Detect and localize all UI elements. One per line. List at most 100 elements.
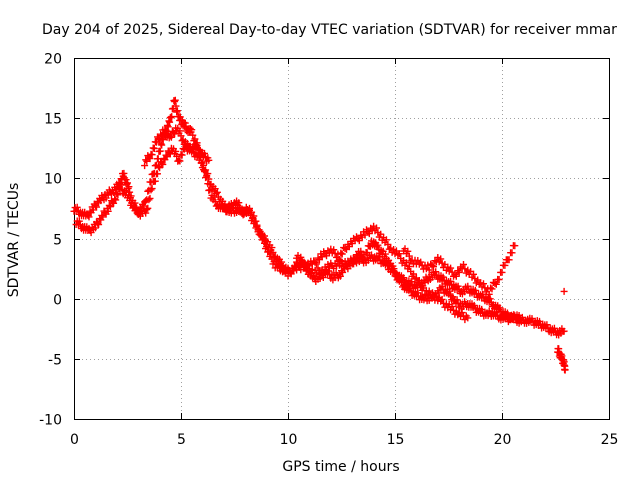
trace-a-point — [432, 268, 440, 276]
trace-a-point — [447, 277, 455, 285]
trace-b-point — [91, 224, 99, 232]
trace-e-point — [498, 268, 506, 276]
axis-ticks: 0 5 10 15 20 25 -10 -5 0 5 10 15 20 — [39, 52, 618, 449]
trace-b-point — [112, 196, 120, 204]
trace-e-point — [460, 261, 467, 268]
trace-a-point — [85, 213, 93, 221]
trace-b-point — [142, 209, 150, 217]
trace-b-point — [204, 170, 212, 178]
chart-title: Day 204 of 2025, Sidereal Day-to-day VTE… — [42, 22, 617, 38]
trace-d-point — [448, 302, 456, 310]
trace-b-point — [406, 285, 414, 293]
trace-c-point — [166, 132, 174, 140]
trace-c-point — [178, 137, 186, 145]
trace-b-point — [361, 255, 369, 263]
trace-b-point — [165, 149, 173, 156]
trace-b-point — [374, 241, 382, 249]
trace-e-point — [428, 261, 436, 269]
y-tick-label: 0 — [53, 293, 62, 309]
y-tick-label: -10 — [39, 413, 62, 429]
trace-b-point — [94, 219, 101, 227]
trace-e-point — [447, 264, 455, 272]
trace-b-point — [205, 175, 213, 183]
trace-a-point — [496, 304, 504, 312]
trace-b-point — [212, 189, 220, 197]
trace-b-point — [200, 161, 207, 169]
trace-d-point — [382, 236, 390, 244]
trace-c-point — [201, 149, 208, 157]
trace-b-point — [453, 296, 461, 304]
trace-b-point — [213, 188, 221, 196]
trace-c-point — [156, 136, 164, 144]
trace-c-point — [146, 155, 154, 163]
trace-b-point — [357, 247, 365, 255]
trace-e-point — [437, 255, 445, 263]
trace-d-point — [311, 258, 319, 266]
trace-e-point — [430, 263, 437, 271]
trace-e-point — [511, 242, 519, 250]
trace-b-point — [154, 170, 161, 178]
trace-a-point — [550, 324, 558, 332]
trace-d-point — [464, 314, 472, 322]
trace-b-point — [128, 199, 136, 207]
trace-b-point — [156, 164, 164, 172]
trace-d-point — [415, 277, 423, 284]
trace-e-point — [404, 247, 412, 255]
trace-c-point — [176, 127, 184, 135]
trace-a-point — [171, 96, 179, 104]
trace-b-point — [381, 250, 389, 258]
trace-b-point — [515, 312, 523, 319]
trace-d-point — [335, 255, 343, 263]
trace-e-point — [501, 261, 509, 269]
trace-a-point — [172, 102, 180, 110]
x-axis-label: GPS time / hours — [282, 459, 399, 475]
trace-d-point — [314, 254, 322, 262]
trace-b-point — [287, 270, 295, 278]
x-tick-label: 20 — [494, 432, 512, 448]
trace-b-point — [253, 221, 261, 229]
trace-b-point — [414, 289, 421, 297]
trace-c-point — [148, 151, 156, 159]
trace-a-point — [116, 180, 124, 188]
trace-b-point — [172, 147, 180, 155]
trace-b-point — [251, 217, 259, 225]
x-tick-label: 15 — [387, 432, 405, 448]
trace-a-point — [439, 273, 447, 281]
trace-b-point — [325, 267, 333, 275]
trace-b-point — [132, 203, 140, 211]
trace-e-point — [480, 280, 487, 288]
trace-b-point — [269, 249, 277, 256]
trace-c-point — [205, 156, 213, 164]
trace-b-point — [350, 255, 358, 263]
trace-a-point — [235, 199, 243, 207]
y-tick-label: 15 — [44, 112, 62, 128]
trace-e-point — [488, 285, 496, 293]
trace-a-point — [86, 207, 94, 215]
trace-e-point — [425, 266, 433, 274]
trace-b-point — [158, 159, 166, 167]
trace-a-point — [188, 126, 196, 134]
trace-b-point — [114, 191, 122, 199]
trace-b-point — [438, 282, 446, 290]
trace-a-point — [125, 183, 133, 191]
trace-a-point — [560, 327, 568, 335]
trace-b-point — [268, 244, 276, 252]
trace-c-point — [177, 132, 185, 140]
y-tick-label: 10 — [44, 172, 62, 188]
trace-d-point — [402, 259, 410, 267]
trace-e-point — [492, 280, 500, 288]
trace-e-point — [452, 272, 460, 280]
x-tick-label: 25 — [601, 432, 619, 448]
trace-b-point — [446, 287, 454, 295]
trace-b-point — [144, 204, 152, 212]
trace-a-point — [189, 131, 197, 139]
trace-b-point — [386, 261, 394, 269]
trace-b-point — [202, 166, 210, 174]
trace-a-point — [464, 282, 472, 290]
trace-f-point — [561, 366, 569, 374]
trace-b-point — [178, 151, 186, 159]
trace-b-point — [155, 162, 162, 170]
trace-b-point — [148, 185, 156, 193]
y-axis-label: SDTVAR / TECUs — [6, 183, 22, 298]
